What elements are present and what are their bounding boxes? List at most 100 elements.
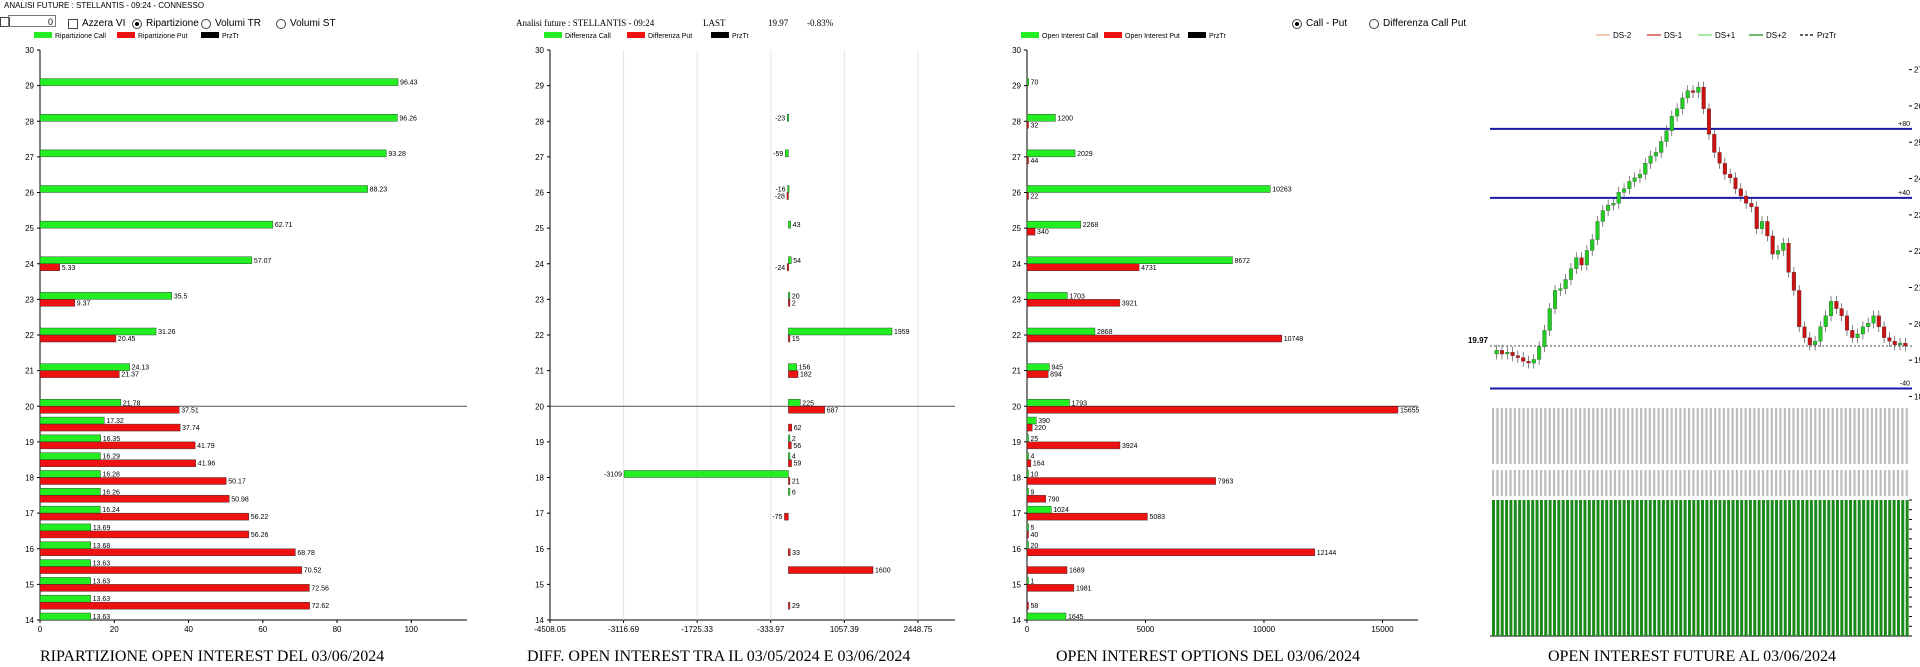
put-value-label: 20.45 — [118, 336, 136, 343]
volume-bar — [1666, 500, 1670, 636]
volume-bar — [1592, 500, 1596, 636]
radio-ripartizione[interactable]: Ripartizione — [132, 18, 199, 29]
put-value-label: 58 — [1031, 603, 1039, 610]
call-bar — [39, 488, 101, 496]
volume-bar — [1853, 500, 1857, 636]
y-tick-label: 30 — [25, 46, 34, 55]
radio-icon — [201, 18, 211, 29]
date-label-band — [1635, 408, 1638, 464]
y-tick-label: 26 — [25, 189, 34, 198]
call-value-label: 13.69 — [93, 525, 111, 532]
radio-call-put[interactable]: Call - Put — [1292, 18, 1347, 29]
call-value-label: 16.28 — [102, 472, 120, 479]
volume-bar — [1566, 500, 1570, 636]
date-label-band — [1896, 408, 1900, 464]
candle-up — [1781, 243, 1786, 251]
diff-call-put-label: Differenza Call Put — [1383, 18, 1467, 29]
put-bar — [788, 423, 792, 432]
date-label-band — [1722, 470, 1725, 496]
y-tick-label: 17 — [1012, 509, 1021, 518]
volume-bar — [1626, 500, 1630, 636]
call-bar — [1026, 452, 1029, 460]
put-bar — [1026, 495, 1046, 503]
candle-up — [1760, 221, 1765, 229]
candle-up — [1584, 250, 1589, 266]
call-value-label: 1959 — [894, 329, 910, 336]
y-tick-label: 25 — [1012, 224, 1021, 233]
legend-label-1: Ripartizione Put — [138, 33, 187, 40]
volume-bar — [1870, 500, 1874, 636]
date-label-band — [1818, 408, 1821, 464]
top-left-checkbox[interactable] — [0, 17, 10, 27]
volume-bar — [1779, 500, 1783, 636]
date-label-band — [1766, 408, 1769, 464]
candle-up — [1590, 239, 1595, 251]
date-label-band — [1692, 470, 1695, 496]
date-label-band — [1870, 408, 1874, 464]
candle-up — [1595, 221, 1600, 240]
date-label-band — [1626, 408, 1630, 464]
legend-label-2: PrzTr — [222, 33, 240, 40]
candle-up — [1547, 308, 1552, 331]
date-label-band — [1783, 470, 1786, 496]
y-tick-label: 15 — [25, 580, 34, 589]
x-tick-label: -4508.05 — [534, 625, 566, 634]
put-bar — [39, 584, 310, 592]
call-value-label: 31.26 — [158, 329, 176, 336]
volume-bar — [1653, 500, 1657, 636]
call-bar — [39, 78, 399, 86]
radio-volumi-st[interactable]: Volumi ST — [276, 18, 336, 29]
y-tick-label: 29 — [1012, 82, 1021, 91]
radio-diff-call-put[interactable]: Differenza Call Put — [1369, 18, 1466, 29]
date-label-band — [1587, 470, 1590, 496]
date-label-band — [1862, 408, 1865, 464]
volume-bar — [1844, 500, 1848, 636]
date-label-band — [1818, 470, 1821, 496]
put-value-label: 1981 — [1076, 585, 1092, 592]
volume-bar — [1687, 500, 1691, 636]
volume-bar — [1866, 500, 1870, 636]
y-tick-label: 20 — [25, 402, 34, 411]
date-label-band — [1835, 470, 1839, 496]
date-label-band — [1753, 470, 1756, 496]
candle-down — [1749, 203, 1754, 208]
date-label-band — [1705, 470, 1708, 496]
date-label-band — [1853, 470, 1856, 496]
date-label-band — [1709, 408, 1712, 464]
volume-bar — [1631, 500, 1635, 636]
y-tick-label: 18 — [535, 474, 544, 483]
call-value-label: 4 — [1031, 454, 1035, 461]
call-bar — [39, 470, 101, 478]
zero-value-input[interactable]: 0 — [8, 15, 56, 27]
volume-bar — [1905, 500, 1909, 636]
y-tick-label: 30 — [535, 46, 544, 55]
panel2-change: -0.83% — [807, 18, 834, 28]
date-label-band — [1535, 408, 1538, 464]
azzera-checkbox[interactable]: Azzera VI — [68, 18, 125, 29]
date-label-band — [1849, 408, 1852, 464]
volume-bar — [1792, 500, 1796, 636]
candle-up — [1866, 322, 1871, 327]
y-tick-label: 16 — [1012, 545, 1021, 554]
date-label-band — [1574, 408, 1577, 464]
call-bar — [39, 523, 92, 532]
volume-bar — [1552, 500, 1556, 636]
legend-label-1: Open Interest Put — [1125, 33, 1180, 40]
ripartizione-label: Ripartizione — [146, 18, 199, 29]
date-label-band — [1714, 408, 1717, 464]
date-label-band — [1561, 408, 1564, 464]
put-value-label: 3924 — [1122, 443, 1138, 450]
candle-down — [1882, 326, 1887, 338]
radio-volumi-tr[interactable]: Volumi TR — [201, 18, 261, 29]
date-label-band — [1674, 470, 1678, 496]
date-label-band — [1788, 408, 1791, 464]
date-label-band — [1862, 470, 1865, 496]
call-value-label: 2029 — [1077, 151, 1093, 158]
call-bar — [1026, 416, 1037, 425]
date-label-band — [1626, 470, 1630, 496]
y-tick-label: 22 — [25, 331, 34, 340]
date-label-band — [1775, 470, 1778, 496]
put-bar — [784, 512, 789, 521]
y-tick-label: 15 — [1012, 580, 1021, 589]
volume-bar — [1609, 500, 1613, 636]
